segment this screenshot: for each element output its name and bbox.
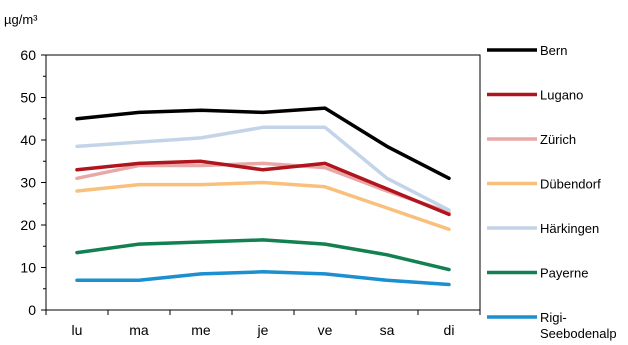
y-tick-label: 30 (20, 175, 36, 191)
series-line-dübendorf (75, 180, 451, 232)
axes: 0 10 20 30 40 50 60 lu ma me je ve sa di (20, 47, 481, 338)
series-line-bern (75, 106, 451, 181)
series-line-härkingen (75, 125, 451, 212)
legend-label: Rigi-Seebodenalp (540, 310, 617, 341)
x-tick-label: ma (129, 322, 149, 338)
x-tick-label: je (257, 322, 269, 338)
legend-label: Zürich (540, 132, 576, 147)
x-tick-label: ve (318, 322, 333, 338)
x-tick-label: di (444, 322, 455, 338)
y-tick-label: 10 (20, 260, 36, 276)
y-tick-label: 40 (20, 132, 36, 148)
legend-label: Bern (540, 43, 567, 58)
series-line-rigi-seebodenalp (75, 270, 451, 287)
x-tick-label: me (191, 322, 211, 338)
y-tick-label: 50 (20, 90, 36, 106)
y-axis-unit-label: µg/m³ (4, 12, 38, 27)
series-lines (75, 106, 451, 287)
y-tick-label: 20 (20, 217, 36, 233)
legend-label: Lugano (540, 88, 583, 103)
x-tick-label: sa (380, 322, 395, 338)
x-tick-label: lu (72, 322, 83, 338)
y-tick-label: 0 (28, 302, 36, 318)
y-tick-label: 60 (20, 47, 36, 63)
legend: Bern Lugano Zürich Dübendorf Härkingen Payern… (487, 43, 617, 341)
series-line-zürich (75, 161, 451, 215)
legend-label: Härkingen (540, 221, 599, 236)
series-line-lugano (75, 159, 451, 217)
legend-label: Dübendorf (540, 177, 601, 192)
legend-label: Payerne (540, 266, 588, 281)
series-line-payerne (75, 238, 451, 272)
